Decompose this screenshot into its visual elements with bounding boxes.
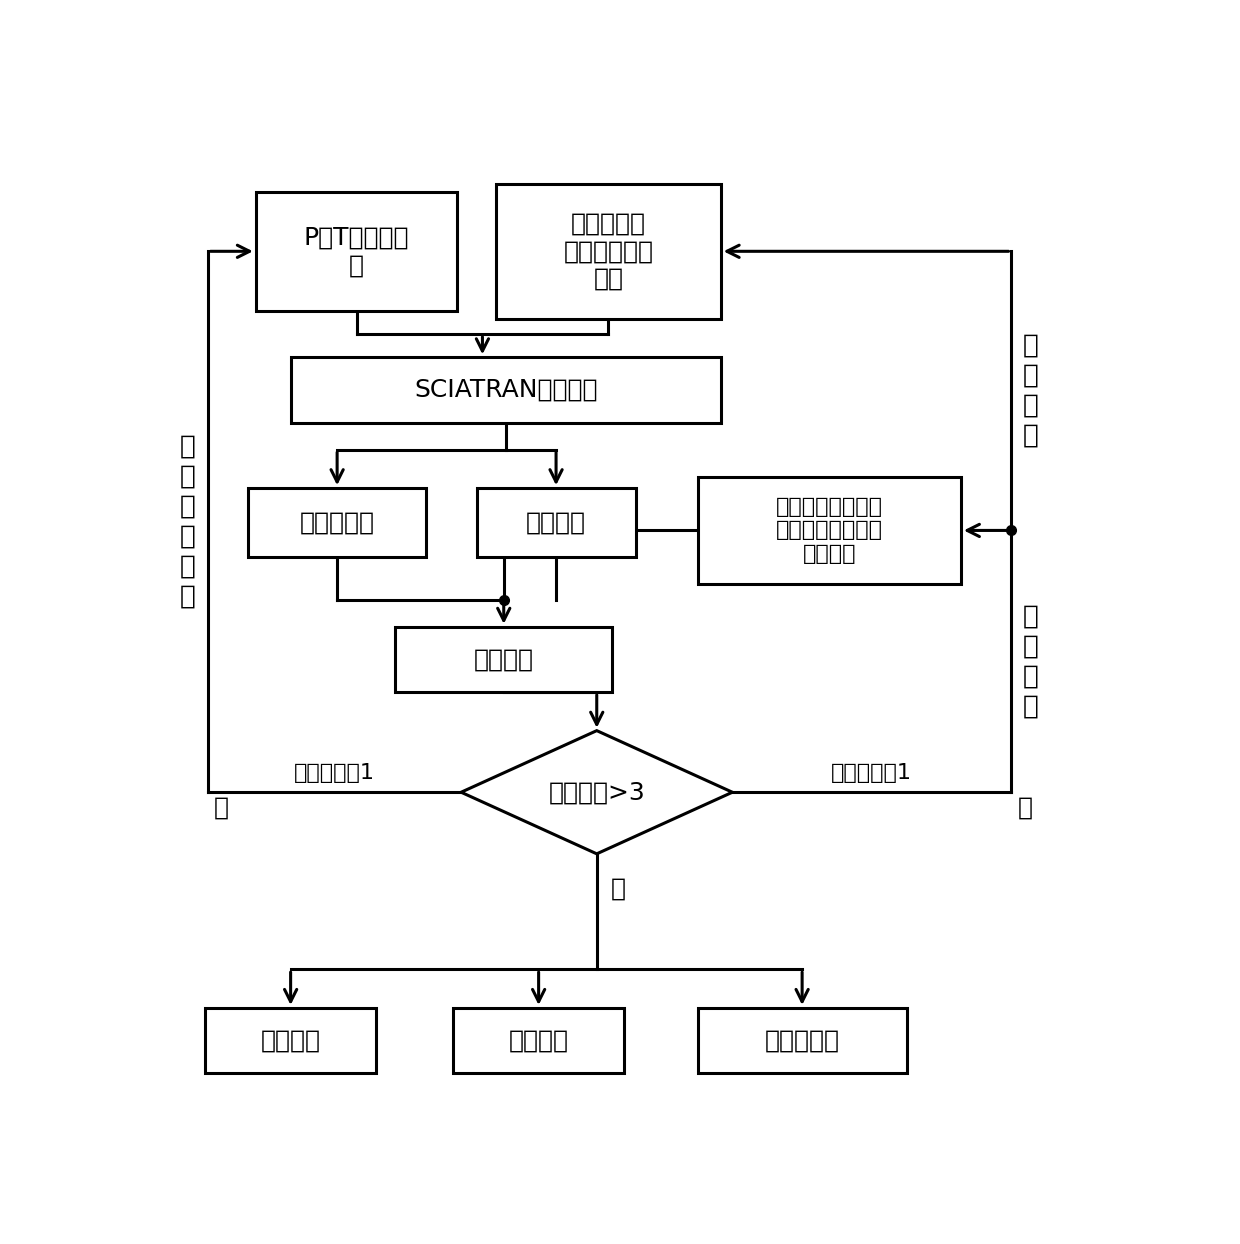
- Text: 修
改
温
度: 修 改 温 度: [1023, 603, 1039, 719]
- Bar: [255, 192, 458, 311]
- Text: 迭代次数加1: 迭代次数加1: [294, 763, 374, 782]
- Text: 迭代次数>3: 迭代次数>3: [548, 780, 645, 804]
- Bar: [697, 476, 961, 585]
- Text: 校正后切高: 校正后切高: [765, 1029, 839, 1052]
- Bar: [248, 488, 427, 557]
- Bar: [206, 1008, 376, 1074]
- Bar: [454, 1008, 624, 1074]
- Text: SCIATRAN正向模型: SCIATRAN正向模型: [414, 378, 598, 402]
- Text: 先验廓线、先验协
方差矩阵、观测协
方差矩阵: 先验廓线、先验协 方差矩阵、观测协 方差矩阵: [776, 498, 883, 564]
- Bar: [496, 184, 720, 318]
- Text: 权重函数: 权重函数: [526, 511, 587, 535]
- Text: 否: 否: [1018, 796, 1033, 820]
- Bar: [290, 357, 720, 423]
- Text: 修
改
温
度
压
强: 修 改 温 度 压 强: [180, 434, 196, 610]
- Text: 温度廓线: 温度廓线: [474, 647, 533, 672]
- Text: 卫星模拟值: 卫星模拟值: [300, 511, 374, 535]
- Bar: [476, 488, 635, 557]
- Text: 修
改
切
高: 修 改 切 高: [1023, 333, 1039, 449]
- Text: 压强廓线: 压强廓线: [508, 1029, 569, 1052]
- Text: P，T，大气成
分: P，T，大气成 分: [304, 225, 409, 277]
- Text: 迭代次数加1: 迭代次数加1: [831, 763, 913, 782]
- Text: 否: 否: [215, 796, 229, 820]
- Text: 温度廓线: 温度廓线: [260, 1029, 321, 1052]
- Bar: [697, 1008, 906, 1074]
- Text: 是: 是: [611, 877, 626, 901]
- Polygon shape: [461, 730, 733, 853]
- Text: 卫星观测时
间，经纬度，
切高: 卫星观测时 间，经纬度， 切高: [563, 211, 653, 291]
- Bar: [396, 627, 613, 692]
